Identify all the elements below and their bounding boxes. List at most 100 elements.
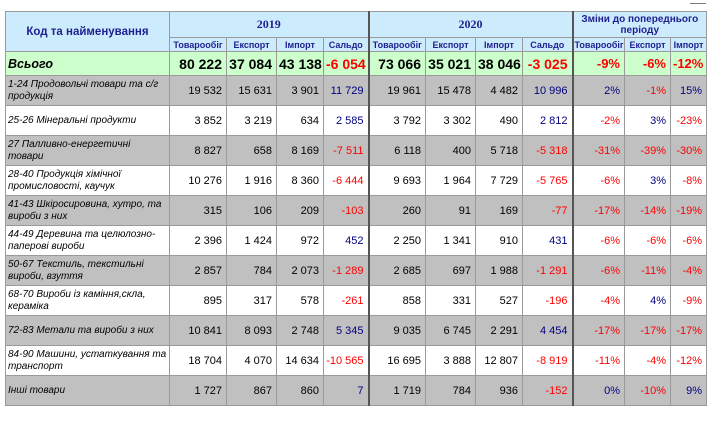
cell-balance-2020: -1 291	[522, 255, 573, 286]
cell-turnover-2019: 2 396	[169, 225, 227, 256]
table-row: 41-43 Шкіросировина, хутро, та вироби з …	[5, 195, 708, 226]
cell-export-2019: 106	[226, 195, 277, 226]
header-year-2019: 2019	[169, 11, 369, 38]
cell-balance-2019: -7 511	[323, 135, 369, 166]
cell-export-2020: 3 302	[425, 105, 476, 136]
cell-import-2019: 578	[276, 285, 324, 316]
cell-import-2019: 2 073	[276, 255, 324, 286]
header-balance-2019: Сальдо	[323, 37, 369, 52]
header-export-2019: Експорт	[226, 37, 277, 52]
cell-import-2019: 14 634	[276, 345, 324, 376]
cell-turnover-2019: 2 857	[169, 255, 227, 286]
cell-turnover-change: -6%	[571, 225, 625, 256]
cell-import-change: 9%	[669, 375, 708, 406]
cell-export-2019: 3 219	[226, 105, 277, 136]
total-import-2019: 43 138	[276, 51, 324, 76]
cell-export-2020: 400	[425, 135, 476, 166]
cell-export-2019: 784	[226, 255, 277, 286]
cell-balance-2019: -1 289	[323, 255, 369, 286]
cell-import-change: -6%	[669, 225, 708, 256]
cell-balance-2019: 452	[323, 225, 369, 256]
cell-export-2019: 317	[226, 285, 277, 316]
cell-import-2020: 490	[475, 105, 523, 136]
cell-balance-2020: 431	[522, 225, 573, 256]
cell-export-change: 3%	[624, 165, 671, 196]
cell-import-change: 15%	[669, 75, 708, 106]
cell-import-2020: 169	[475, 195, 523, 226]
cell-export-2019: 658	[226, 135, 277, 166]
cell-export-change: -14%	[624, 195, 671, 226]
cell-turnover-change: -17%	[571, 315, 625, 346]
header-balance-2020: Сальдо	[522, 37, 573, 52]
cell-turnover-change: -11%	[571, 345, 625, 376]
total-export-2019: 37 084	[226, 51, 277, 76]
cell-export-change: -1%	[624, 75, 671, 106]
cell-turnover-change: 2%	[571, 75, 625, 106]
cell-import-2020: 936	[475, 375, 523, 406]
cell-turnover-2019: 3 852	[169, 105, 227, 136]
cell-export-2019: 867	[226, 375, 277, 406]
row-name: 25-26 Мінеральні продукти	[5, 105, 170, 136]
cell-balance-2020: 10 996	[522, 75, 573, 106]
row-name: 72-83 Метали та вироби з них	[5, 315, 170, 346]
table-row: 25-26 Мінеральні продукти 3 852 3 219 634 2 …	[5, 105, 708, 136]
table-row: 84-90 Машини, устаткування та транспорт 1…	[5, 345, 708, 376]
cell-import-change: -17%	[669, 315, 708, 346]
header-change: Зміни до попереднього періоду	[571, 11, 708, 38]
cell-import-2019: 8 169	[276, 135, 324, 166]
cell-import-change: -9%	[669, 285, 708, 316]
cell-turnover-change: -4%	[571, 285, 625, 316]
cell-import-2019: 860	[276, 375, 324, 406]
row-name: 1-24 Продовольчі товари та с/г продукція	[5, 75, 170, 106]
cell-import-2020: 527	[475, 285, 523, 316]
table-row: 72-83 Метали та вироби з них 10 841 8 093 2…	[5, 315, 708, 346]
cell-export-change: 3%	[624, 105, 671, 136]
cell-import-change: -23%	[669, 105, 708, 136]
row-name: 41-43 Шкіросировина, хутро, та вироби з …	[5, 195, 170, 226]
cell-export-change: -6%	[624, 225, 671, 256]
cell-export-change: -17%	[624, 315, 671, 346]
cell-export-2020: 1 964	[425, 165, 476, 196]
cell-import-2020: 1 988	[475, 255, 523, 286]
total-balance-2020: -3 025	[522, 51, 573, 76]
row-name: 84-90 Машини, устаткування та транспорт	[5, 345, 170, 376]
table-row: 1-24 Продовольчі товари та с/г продукція…	[5, 75, 708, 106]
cell-import-2019: 972	[276, 225, 324, 256]
cell-turnover-2019: 10 276	[169, 165, 227, 196]
cell-turnover-2020: 9 035	[367, 315, 426, 346]
cell-balance-2020: -196	[522, 285, 573, 316]
row-name: 28-40 Продукція хімічної промисловості, …	[5, 165, 170, 196]
cell-export-2020: 91	[425, 195, 476, 226]
header-turnover-2020: Товарообіг	[367, 37, 426, 52]
cell-import-2020: 12 807	[475, 345, 523, 376]
table-body: Всього 80 222 37 084 43 138 -6 054 73 06…	[5, 51, 708, 406]
header-name-col: Код та найменування	[5, 11, 170, 52]
cell-export-2020: 784	[425, 375, 476, 406]
cell-export-2019: 1 424	[226, 225, 277, 256]
header-turnover-change: Товарообіг	[571, 37, 625, 52]
cell-turnover-2020: 3 792	[367, 105, 426, 136]
table-row: 68-70 Вироби із каміння,скла, кераміка 89…	[5, 285, 708, 316]
total-row: Всього 80 222 37 084 43 138 -6 054 73 06…	[5, 51, 708, 76]
row-name: 50-67 Текстиль, текстильні вироби, взутт…	[5, 255, 170, 286]
cell-turnover-change: 0%	[571, 375, 625, 406]
cell-turnover-2020: 858	[367, 285, 426, 316]
row-name: 68-70 Вироби із каміння,скла, кераміка	[5, 285, 170, 316]
cell-export-change: -39%	[624, 135, 671, 166]
cell-balance-2019: -261	[323, 285, 369, 316]
cell-turnover-2020: 2 250	[367, 225, 426, 256]
trade-table: Код та найменування 2019 2020 Зміни до п…	[5, 11, 708, 406]
cell-export-2019: 8 093	[226, 315, 277, 346]
cell-turnover-change: -17%	[571, 195, 625, 226]
cell-import-2020: 2 291	[475, 315, 523, 346]
cell-import-2019: 3 901	[276, 75, 324, 106]
table-row: Інші товари 1 727 867 860 7 1 719 784 936 -152 0%…	[5, 375, 708, 406]
cell-turnover-2020: 2 685	[367, 255, 426, 286]
cell-import-2019: 209	[276, 195, 324, 226]
cell-export-change: -4%	[624, 345, 671, 376]
cell-turnover-2019: 8 827	[169, 135, 227, 166]
total-import-2020: 38 046	[475, 51, 523, 76]
table-row: 27 Палливно-енергетичні товари 8 827 658 8 …	[5, 135, 708, 166]
cell-turnover-2019: 315	[169, 195, 227, 226]
total-turnover-change: -9%	[571, 51, 625, 76]
